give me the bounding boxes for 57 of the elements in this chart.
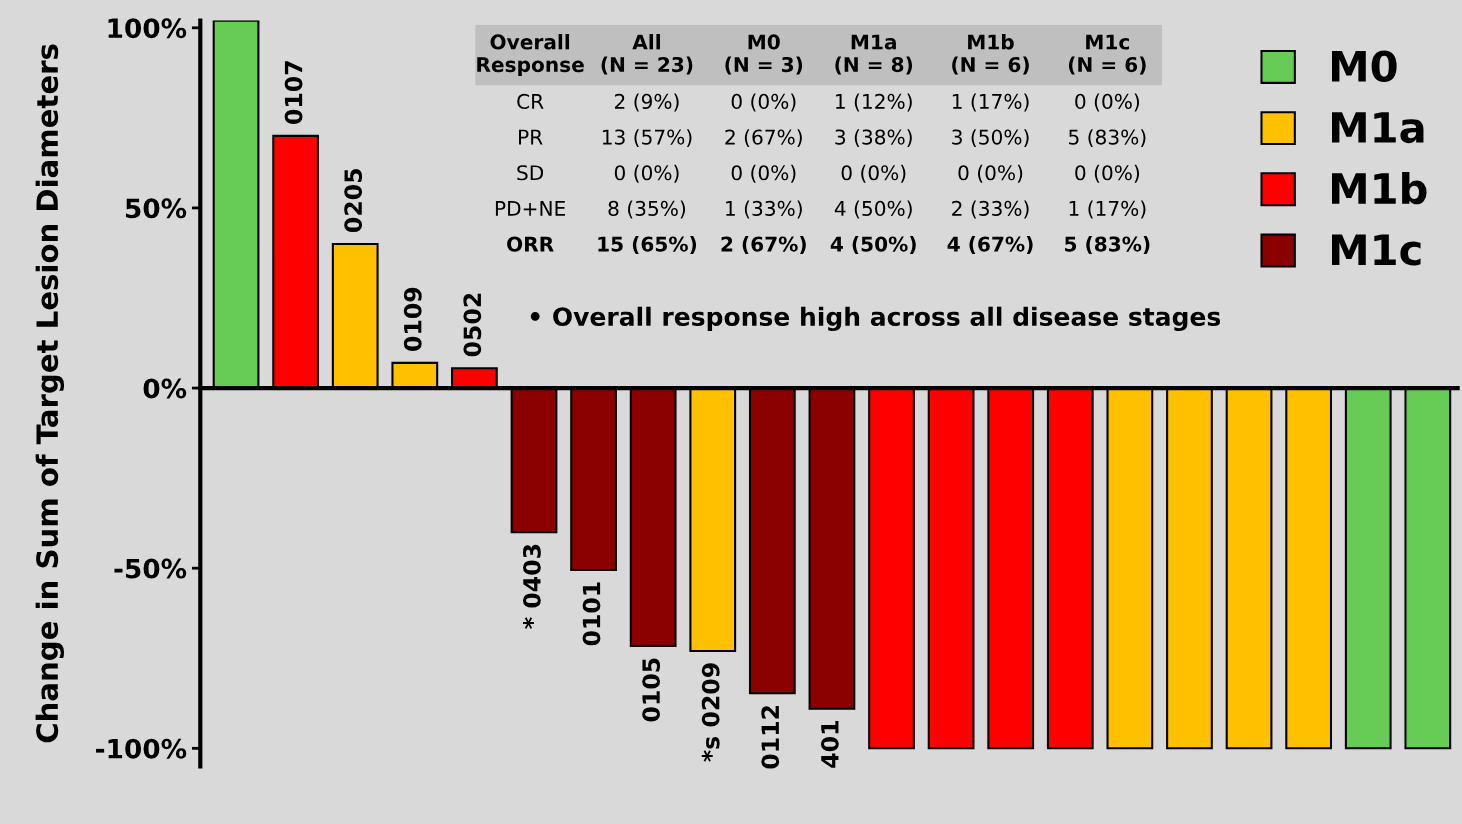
legend-label: M1c bbox=[1332, 234, 1421, 266]
x-tick-label: 0205 bbox=[344, 169, 363, 233]
x-tick-label: 0109 bbox=[403, 287, 422, 351]
annotation: PD+NE bbox=[495, 201, 565, 216]
annotation: M1a (N = 8) bbox=[835, 34, 913, 75]
annotation: 0 (0%) bbox=[614, 164, 679, 183]
annotation: 3 (50%) bbox=[952, 129, 1029, 148]
y-tick-label: 0% bbox=[143, 378, 187, 399]
x-tick-label: 0502 bbox=[463, 293, 482, 357]
legend-label: M1a bbox=[1332, 112, 1424, 144]
annotation: M1c (N = 6) bbox=[1068, 34, 1146, 75]
x-tick-label: 0105 bbox=[642, 658, 661, 722]
annotation: 0 (0%) bbox=[731, 93, 796, 112]
annotation: 0 (0%) bbox=[1075, 164, 1140, 183]
annotation: 4 (50%) bbox=[830, 236, 916, 255]
x-tick-label: 401 bbox=[820, 721, 839, 768]
annotation: 5 (83%) bbox=[1065, 236, 1150, 255]
annotation: 2 (67%) bbox=[721, 236, 806, 255]
annotation: PR bbox=[519, 129, 543, 145]
annotation: M1b (N = 6) bbox=[952, 34, 1029, 75]
annotation: • Overall response high across all disease stages bbox=[530, 306, 1221, 332]
x-tick-label: 0101 bbox=[582, 582, 601, 646]
annotation: All (N = 23) bbox=[601, 34, 693, 75]
annotation: 0 (0%) bbox=[958, 164, 1023, 183]
annotation: 1 (17%) bbox=[1069, 200, 1146, 219]
x-tick-label: *s 0209 bbox=[701, 663, 720, 762]
y-tick-label: -50% bbox=[114, 558, 187, 579]
annotation: 2 (33%) bbox=[952, 200, 1029, 219]
annotation: Overall Response bbox=[477, 34, 584, 77]
annotation: SD bbox=[517, 165, 544, 181]
annotation: 3 (38%) bbox=[835, 129, 912, 148]
annotation: 0 (0%) bbox=[1075, 93, 1140, 112]
x-tick-label: * 0403 bbox=[522, 544, 541, 629]
y-tick-label: -100% bbox=[96, 738, 187, 759]
annotation: 4 (67%) bbox=[947, 236, 1033, 255]
annotation: 1 (33%) bbox=[726, 200, 802, 219]
legend-label: M0 bbox=[1332, 50, 1397, 83]
annotation: 5 (83%) bbox=[1069, 129, 1146, 148]
annotation: ORR bbox=[507, 236, 554, 252]
annotation: 2 (67%) bbox=[725, 129, 802, 148]
annotation: 15 (65%) bbox=[598, 236, 697, 255]
x-tick-label: 0112 bbox=[761, 706, 780, 769]
annotation: 8 (35%) bbox=[608, 200, 686, 219]
x-tick-label: 0107 bbox=[284, 61, 303, 124]
legend-label: M1b bbox=[1332, 172, 1427, 205]
y-axis-title: Change in Sum of Target Lesion Diameters bbox=[35, 44, 65, 743]
y-tick-label: 50% bbox=[125, 198, 187, 219]
annotation: 0 (0%) bbox=[731, 164, 796, 183]
annotation: CR bbox=[517, 93, 544, 110]
annotation: 4 (50%) bbox=[834, 200, 912, 219]
annotation: 13 (57%) bbox=[602, 129, 692, 148]
annotation: 1 (17%) bbox=[952, 93, 1029, 112]
y-tick-label: 100% bbox=[108, 18, 187, 39]
annotation: 0 (0%) bbox=[841, 164, 906, 183]
annotation: M0 (N = 3) bbox=[725, 34, 803, 75]
annotation: 2 (9%) bbox=[614, 93, 679, 112]
annotation: 1 (12%) bbox=[836, 93, 912, 112]
